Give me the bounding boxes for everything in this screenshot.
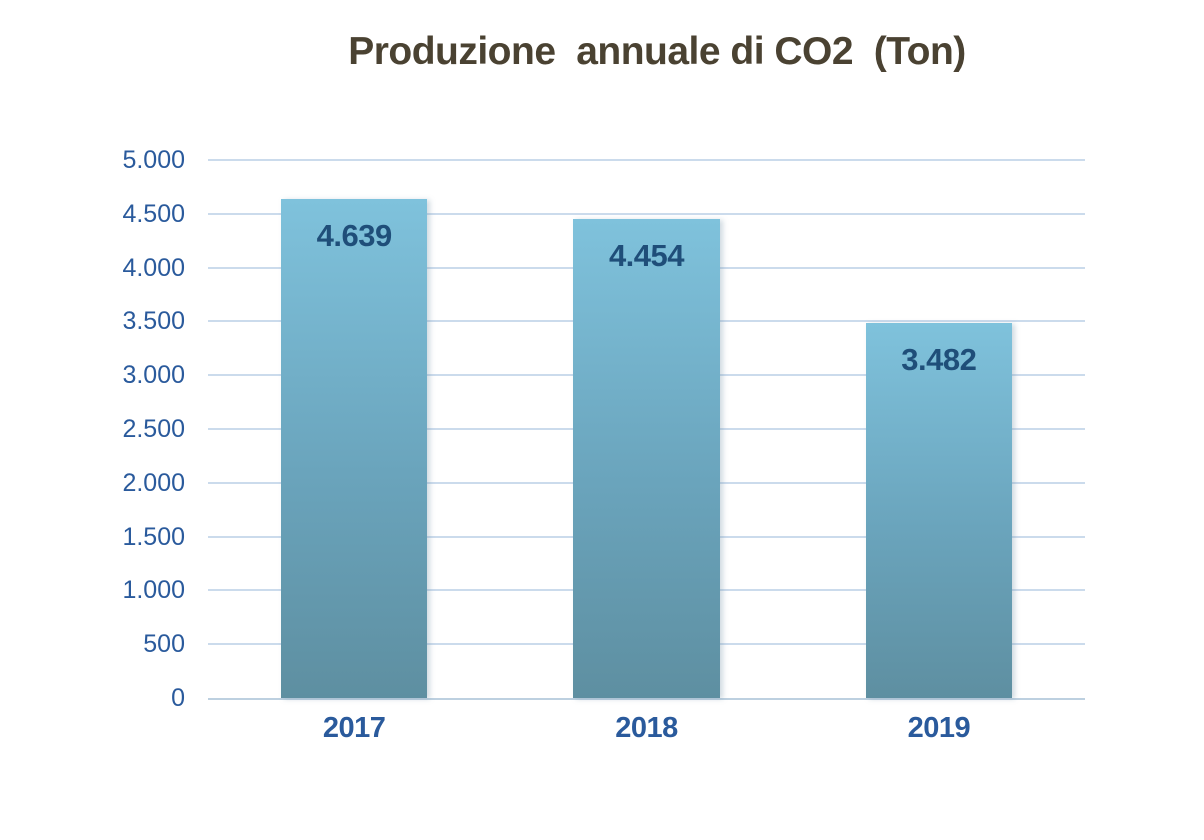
plot-area: 4.639 4.454 3.482: [208, 159, 1085, 700]
x-tick-label-2018: 2018: [615, 712, 678, 744]
bar-data-label: 4.454: [608, 237, 685, 273]
bar-2017: 4.639: [281, 198, 428, 698]
y-tick-label: 0: [171, 684, 185, 712]
x-tick-label-2017: 2017: [322, 712, 386, 744]
x-axis-tick-labels: 2017 2018 2019: [208, 712, 1085, 756]
y-tick-label: 1.500: [122, 522, 185, 551]
chart-title: Produzione annuale di CO2 (Ton): [348, 30, 966, 73]
y-tick-label: 5.000: [122, 146, 185, 174]
y-tick-label: 500: [143, 630, 185, 659]
y-tick-label: 4.000: [122, 253, 185, 282]
y-tick-label: 2.500: [122, 415, 185, 443]
gridline: [208, 212, 1085, 215]
bar-data-label: 3.482: [901, 342, 977, 378]
y-tick-label: 3.000: [122, 361, 185, 390]
y-tick-label: 3.500: [122, 307, 185, 336]
x-tick-label-2019: 2019: [907, 712, 971, 744]
bar-data-label: 4.639: [316, 217, 393, 253]
y-tick-label: 4.500: [122, 199, 185, 228]
y-axis-tick-labels: 0 500 1.000 1.500 2.000 2.500 3.000 3.500 4.000 4…: [40, 146, 185, 712]
y-tick-label: 1.000: [122, 576, 185, 605]
bar-2019: 3.482: [865, 323, 1012, 698]
bar-2018: 4.454: [573, 218, 720, 698]
y-tick-label: 2.000: [122, 468, 185, 497]
gridline: [208, 159, 1085, 161]
